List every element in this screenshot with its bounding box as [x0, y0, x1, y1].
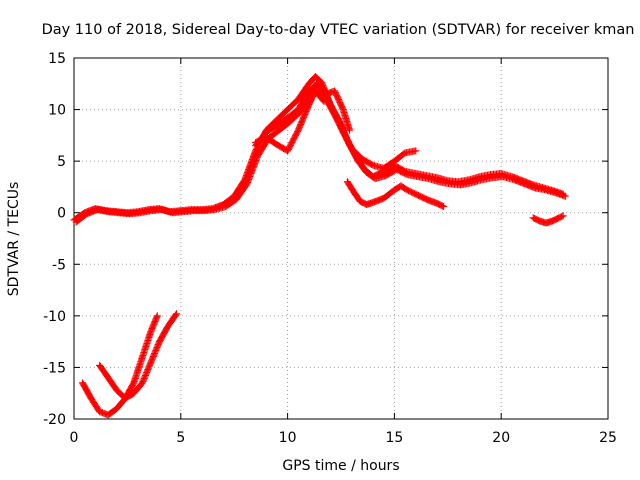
data-point-marker [141, 372, 149, 380]
data-point-marker [144, 364, 152, 372]
data-point-marker [146, 360, 154, 368]
y-tick-label: 0 [57, 206, 66, 222]
data-point-marker [145, 363, 153, 371]
data-point-marker [440, 203, 448, 211]
y-tick-labels: -20 -15 -10 -5 0 5 10 15 [43, 51, 66, 428]
data-point-marker [154, 342, 162, 350]
data-point-marker [143, 369, 151, 377]
data-point-marker [151, 348, 159, 356]
x-tick-label: 15 [385, 430, 403, 446]
x-axis-title: GPS time / hours [282, 458, 399, 474]
series-secondary-arc-b [322, 87, 354, 134]
data-point-marker [143, 367, 151, 375]
chart-title: Day 110 of 2018, Sidereal Day-to-day VTE… [42, 22, 635, 38]
x-tick-label: 0 [70, 430, 79, 446]
plot-frame [73, 57, 609, 420]
y-tick-label: 15 [48, 51, 66, 67]
data-point-marker [559, 212, 567, 220]
data-point-marker [173, 310, 181, 318]
data-point-marker [140, 374, 148, 382]
data-point-marker [148, 357, 156, 365]
data-point-marker [346, 126, 354, 134]
x-tick-label: 20 [492, 430, 510, 446]
data-point-marker [149, 354, 157, 362]
y-tick-label: 10 [48, 103, 66, 119]
series-late-stub [529, 212, 567, 227]
y-axis-title: SDTVAR / TECUs [6, 182, 22, 297]
data-point-marker [142, 370, 150, 378]
data-point-marker [141, 373, 149, 381]
data-point-marker [320, 97, 328, 105]
data-point-marker [152, 345, 160, 353]
y-tick-label: -15 [43, 360, 66, 376]
x-tick-label: 10 [279, 430, 297, 446]
series-secondary-arc-a [252, 87, 328, 155]
y-tick-label: 5 [57, 154, 66, 170]
data-point-marker [438, 202, 446, 210]
x-tick-label: 25 [599, 430, 617, 446]
data-point-marker [149, 352, 157, 360]
y-tick-label: -10 [43, 309, 66, 325]
data-point-marker [153, 344, 161, 352]
data-point-marker [153, 312, 161, 320]
series-mid-lower-track [343, 178, 448, 211]
data-point-marker [152, 346, 160, 354]
data-point-marker [146, 361, 154, 369]
data-points [70, 73, 569, 419]
data-point-marker [154, 341, 162, 349]
data-point-marker [319, 96, 327, 104]
data-point-marker [147, 358, 155, 366]
data-point-marker [151, 349, 159, 357]
data-point-marker [144, 366, 152, 374]
series-main-track-c [252, 81, 420, 172]
data-point-marker [558, 212, 566, 220]
y-tick-label: -20 [43, 412, 66, 428]
series-dip-track-b [96, 312, 161, 402]
data-point-marker [139, 377, 147, 385]
data-point-marker [150, 351, 158, 359]
data-point-marker [172, 311, 180, 319]
data-point-marker [140, 376, 148, 384]
y-tick-label: -5 [52, 257, 66, 273]
tick-marks [73, 57, 609, 420]
data-point-marker [148, 355, 156, 363]
data-point-marker [138, 379, 146, 387]
x-tick-label: 5 [176, 430, 185, 446]
data-point-marker [561, 192, 569, 200]
x-tick-labels: 0 5 10 15 20 25 [70, 430, 617, 446]
data-point-marker [412, 147, 420, 155]
